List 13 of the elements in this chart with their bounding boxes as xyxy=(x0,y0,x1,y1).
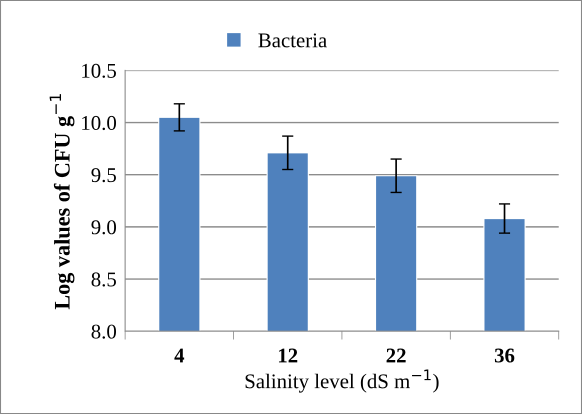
y-tick-label: 9.5 xyxy=(91,168,116,182)
y-tick-label: 8.5 xyxy=(92,272,116,287)
y-tick-label: 10.5 xyxy=(82,64,116,78)
y-tick-label: 8.0 xyxy=(92,324,116,339)
y-tick-label: 10.0 xyxy=(82,116,116,130)
x-tick-label: 36 xyxy=(494,348,514,363)
y-tick-label: 9.0 xyxy=(91,220,116,234)
x-tick-label: 4 xyxy=(174,348,184,362)
y-axis-title: Log values of CFU g$^{−1}$ xyxy=(50,94,74,310)
x-tick-label: 12 xyxy=(278,348,298,362)
x-axis-title: Salinity level (dS m$^{−1}$) xyxy=(246,370,439,393)
legend-label: Bacteria xyxy=(258,33,327,48)
x-tick-label: 22 xyxy=(386,348,406,362)
